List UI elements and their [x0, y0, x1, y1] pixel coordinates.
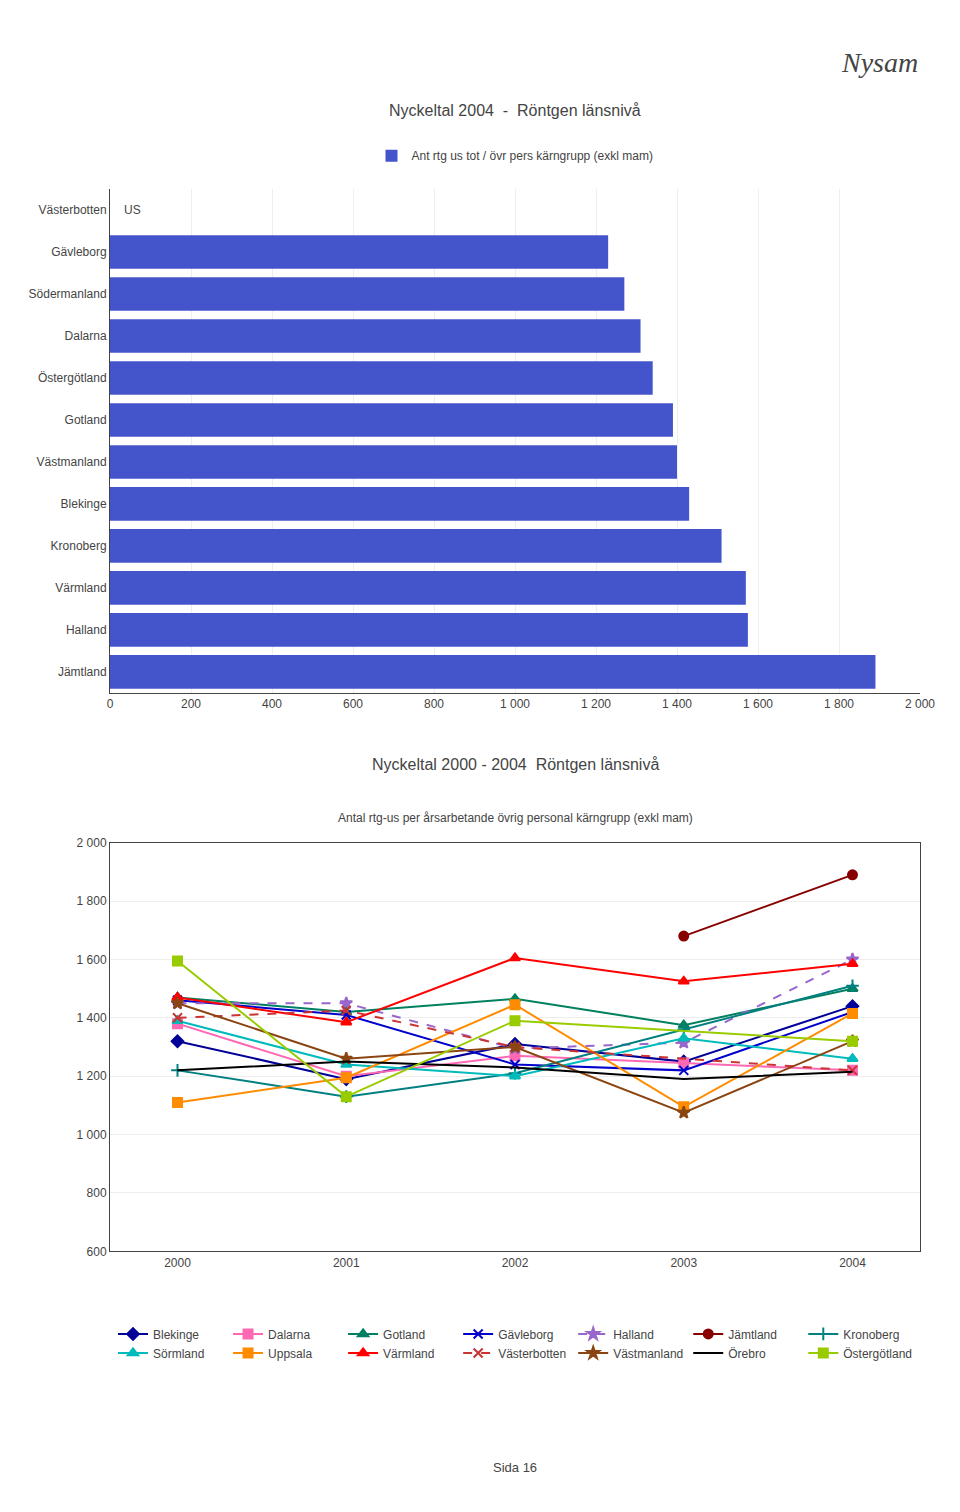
svg-text:600: 600	[87, 1245, 107, 1259]
svg-text:2 000: 2 000	[905, 697, 935, 711]
svg-text:Gotland: Gotland	[65, 413, 107, 427]
svg-text:1 200: 1 200	[581, 697, 611, 711]
svg-text:Gävleborg: Gävleborg	[51, 245, 106, 259]
svg-text:2000: 2000	[164, 1256, 191, 1270]
svg-text:Värmland: Värmland	[383, 1347, 434, 1361]
svg-text:1 600: 1 600	[743, 697, 773, 711]
svg-text:Antal rtg-us per årsarbetande: Antal rtg-us per årsarbetande övrig pers…	[338, 811, 693, 825]
svg-text:Västerbotten: Västerbotten	[498, 1347, 566, 1361]
svg-text:Östergötland: Östergötland	[38, 371, 107, 385]
svg-text:1 600: 1 600	[77, 953, 107, 967]
svg-text:US: US	[124, 203, 141, 217]
svg-text:Halland: Halland	[613, 1328, 654, 1342]
svg-text:Uppsala: Uppsala	[268, 1347, 312, 1361]
svg-text:1 400: 1 400	[662, 697, 692, 711]
svg-text:Blekinge: Blekinge	[153, 1328, 199, 1342]
svg-text:Jämtland: Jämtland	[728, 1328, 777, 1342]
svg-text:Västmanland: Västmanland	[613, 1347, 683, 1361]
svg-text:Halland: Halland	[66, 623, 107, 637]
svg-text:1 800: 1 800	[77, 894, 107, 908]
svg-text:Sida 16: Sida 16	[493, 1460, 537, 1475]
svg-text:Gotland: Gotland	[383, 1328, 425, 1342]
svg-text:Jämtland: Jämtland	[58, 665, 107, 679]
svg-text:Dalarna: Dalarna	[65, 329, 107, 343]
svg-text:400: 400	[262, 697, 282, 711]
svg-text:2 000: 2 000	[77, 836, 107, 850]
svg-text:2001: 2001	[333, 1256, 360, 1270]
svg-text:Kronoberg: Kronoberg	[843, 1328, 899, 1342]
svg-text:1 800: 1 800	[824, 697, 854, 711]
svg-text:Ant rtg us tot / övr pers kärn: Ant rtg us tot / övr pers kärngrupp (exk…	[412, 149, 653, 163]
svg-text:Västmanland: Västmanland	[37, 455, 107, 469]
svg-text:Örebro: Örebro	[728, 1347, 766, 1361]
svg-text:Blekinge: Blekinge	[61, 497, 107, 511]
svg-text:800: 800	[424, 697, 444, 711]
svg-text:Dalarna: Dalarna	[268, 1328, 310, 1342]
svg-text:1 400: 1 400	[77, 1011, 107, 1025]
svg-text:800: 800	[87, 1186, 107, 1200]
svg-text:200: 200	[181, 697, 201, 711]
svg-text:Nyckeltal 2004 - Röntgen län: Nyckeltal 2004 - Röntgen länsnivå	[389, 102, 641, 119]
svg-text:Värmland: Värmland	[55, 581, 106, 595]
svg-text:Östergötland: Östergötland	[843, 1347, 912, 1361]
svg-text:2002: 2002	[502, 1256, 529, 1270]
svg-text:2003: 2003	[670, 1256, 697, 1270]
svg-text:Västerbotten: Västerbotten	[39, 203, 107, 217]
svg-text:2004: 2004	[839, 1256, 866, 1270]
svg-text:1 000: 1 000	[500, 697, 530, 711]
svg-text:600: 600	[343, 697, 363, 711]
svg-text:1 200: 1 200	[77, 1069, 107, 1083]
svg-text:1 000: 1 000	[77, 1128, 107, 1142]
svg-text:0: 0	[107, 697, 114, 711]
svg-text:Sörmland: Sörmland	[153, 1347, 204, 1361]
svg-text:Kronoberg: Kronoberg	[51, 539, 107, 553]
svg-text:Nyckeltal 2000 - 2004 Röntgen: Nyckeltal 2000 - 2004 Röntgen länsnivå	[372, 756, 659, 773]
svg-text:Södermanland: Södermanland	[29, 287, 107, 301]
svg-text:Nysam: Nysam	[841, 47, 918, 78]
svg-text:Gävleborg: Gävleborg	[498, 1328, 553, 1342]
